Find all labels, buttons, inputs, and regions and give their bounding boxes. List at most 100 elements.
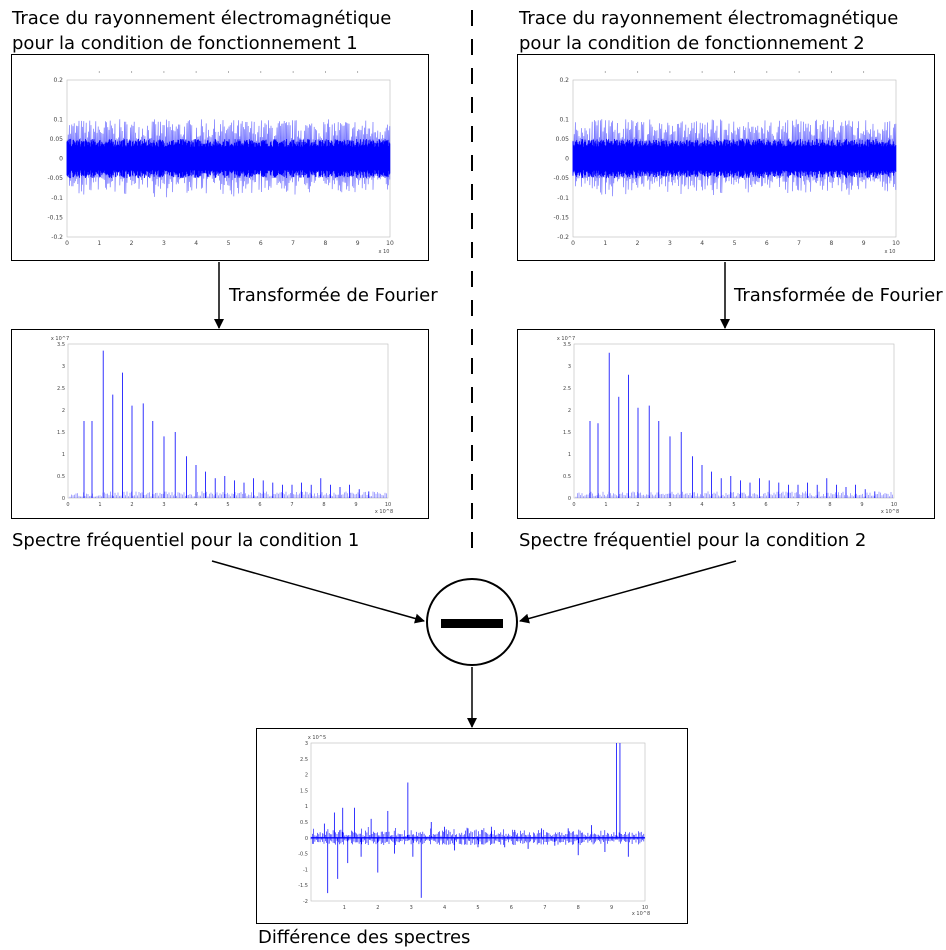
y-tick-label: 0 [305,836,308,842]
fourier-transform-label-1: Transformée de Fourier [229,285,438,306]
time-trace-panel-1: 0.2 0.1 0.05 0 -0.05 -0.1 -0.15 -0.2 0 1 · 2 · 3 · 4 · 5 ·… [11,54,429,261]
x-tick-label: 2 [636,502,639,508]
y-tick-label: 2.5 [563,386,571,392]
x-exponent-label: x 10^8 [632,911,650,917]
y-exponent-label: x 10^7 [557,336,575,342]
top-tick-mark: · [862,68,865,77]
x-tick-label: 0 [65,240,69,247]
y-tick-label: 0.5 [300,820,308,826]
x-tick-label: 6 [765,240,769,247]
subtract-arrow-left [211,560,425,624]
x-tick-label: 8 [829,240,833,247]
y-tick-label: -0.5 [298,852,308,858]
x-tick-label: 4 [700,240,704,247]
x-tick-label: 10 [386,240,394,247]
top-tick-mark: · [766,68,769,77]
y-tick-label: 0.1 [559,116,569,123]
y-tick-label: 2.5 [57,386,65,392]
top-tick-mark: · [636,68,639,77]
x-tick-label: 1 [343,905,346,911]
top-tick-mark: · [292,68,295,77]
y-tick-label: 0 [565,156,569,163]
x-tick-label: 9 [862,240,866,247]
top-tick-mark: · [830,68,833,77]
left-title-line1: Trace du rayonnement électromagnétique [12,8,392,29]
x-exponent-label: x 10 [379,249,390,255]
y-tick-label: 0.05 [556,136,570,143]
y-tick-label: -0.1 [51,195,63,202]
y-tick-label: 2 [568,408,571,414]
x-tick-label: 1 [98,502,101,508]
subtract-arrow-right [519,560,737,624]
x-tick-label: 10 [892,240,900,247]
y-tick-label: 0.1 [53,116,63,123]
y-exponent-label: x 10^5 [308,735,326,741]
x-tick-label: 4 [194,502,197,508]
top-tick-mark: · [733,68,736,77]
x-tick-label: 8 [323,240,327,247]
y-tick-label: -0.2 [51,234,63,241]
x-tick-label: 6 [258,502,261,508]
y-tick-label: -1.5 [298,883,308,889]
time-trace-chart-1: 0.20.10.050-0.05-0.1-0.15-0.20 1·2·3·4·5·… [47,68,394,255]
top-tick-mark: · [669,68,672,77]
y-tick-label: 1 [568,452,571,458]
x-tick-label: 7 [796,502,799,508]
x-tick-label: 3 [410,905,413,911]
y-tick-label: 1 [305,804,308,810]
x-exponent-label: x 10^8 [375,509,393,515]
y-tick-label: 0.2 [53,77,63,84]
x-tick-label: 4 [700,502,703,508]
x-tick-label: 8 [577,905,580,911]
x-tick-label: 3 [668,240,672,247]
plot-frame [67,343,389,499]
y-tick-label: -1 [303,867,308,873]
y-tick-label: 0.5 [563,474,571,480]
y-tick-label: 3 [62,364,65,370]
y-tick-label: 0 [62,496,65,502]
x-tick-label: 2 [636,240,640,247]
minus-icon [441,619,503,628]
y-tick-label: -0.2 [557,234,569,241]
x-tick-label: 2 [130,502,133,508]
y-tick-label: 1.5 [563,430,571,436]
y-tick-label: 0.05 [50,136,64,143]
y-tick-label: 3.5 [57,342,65,348]
x-tick-label: 9 [354,502,357,508]
x-tick-label: 6 [259,240,263,247]
spectrum-chart-2: 3.5 3 2.5 2 1.5 1 0.5 0 x 10^7 0 1 2 3 4 5 6 7 8 9 10x 10^8 [557,336,899,515]
top-tick-mark: · [701,68,704,77]
x-tick-label: 7 [291,240,295,247]
time-trace-panel-2: 0.2 0.1 0.05 0 -0.05 -0.1 -0.15 -0.2 0 1 · 2 · 3 · 4 · 5 ·… [517,54,935,261]
y-exponent-label: x 10^7 [51,336,69,342]
top-tick-mark: · [604,68,607,77]
x-tick-label: 10 [385,502,391,508]
x-tick-label: 9 [860,502,863,508]
y-tick-label: 1.5 [300,788,308,794]
top-tick-mark: · [324,68,327,77]
difference-caption: Différence des spectres [258,927,471,948]
signal-trace-core [66,138,391,179]
left-title-line2: pour la condition de fonctionnement 1 [12,33,358,54]
y-tick-label: -2 [303,899,308,905]
right-title-line2: pour la condition de fonctionnement 2 [519,33,865,54]
y-tick-label: 0.5 [57,474,65,480]
x-tick-label: 5 [476,905,479,911]
top-tick-mark: · [163,68,166,77]
x-tick-label: 7 [290,502,293,508]
x-tick-label: 0 [572,502,575,508]
top-tick-mark: · [98,68,101,77]
x-tick-label: 4 [194,240,198,247]
top-tick-mark: · [227,68,230,77]
y-tick-label: 0 [568,496,571,502]
y-tick-label: -0.15 [47,214,63,221]
x-tick-label: 5 [733,240,737,247]
y-tick-label: -0.15 [553,214,569,221]
y-tick-label: -0.05 [553,175,569,182]
x-tick-label: 8 [828,502,831,508]
y-tick-label: 3 [568,364,571,370]
y-tick-label: 2.5 [300,757,308,763]
x-tick-label: 5 [732,502,735,508]
x-tick-label: 9 [356,240,360,247]
